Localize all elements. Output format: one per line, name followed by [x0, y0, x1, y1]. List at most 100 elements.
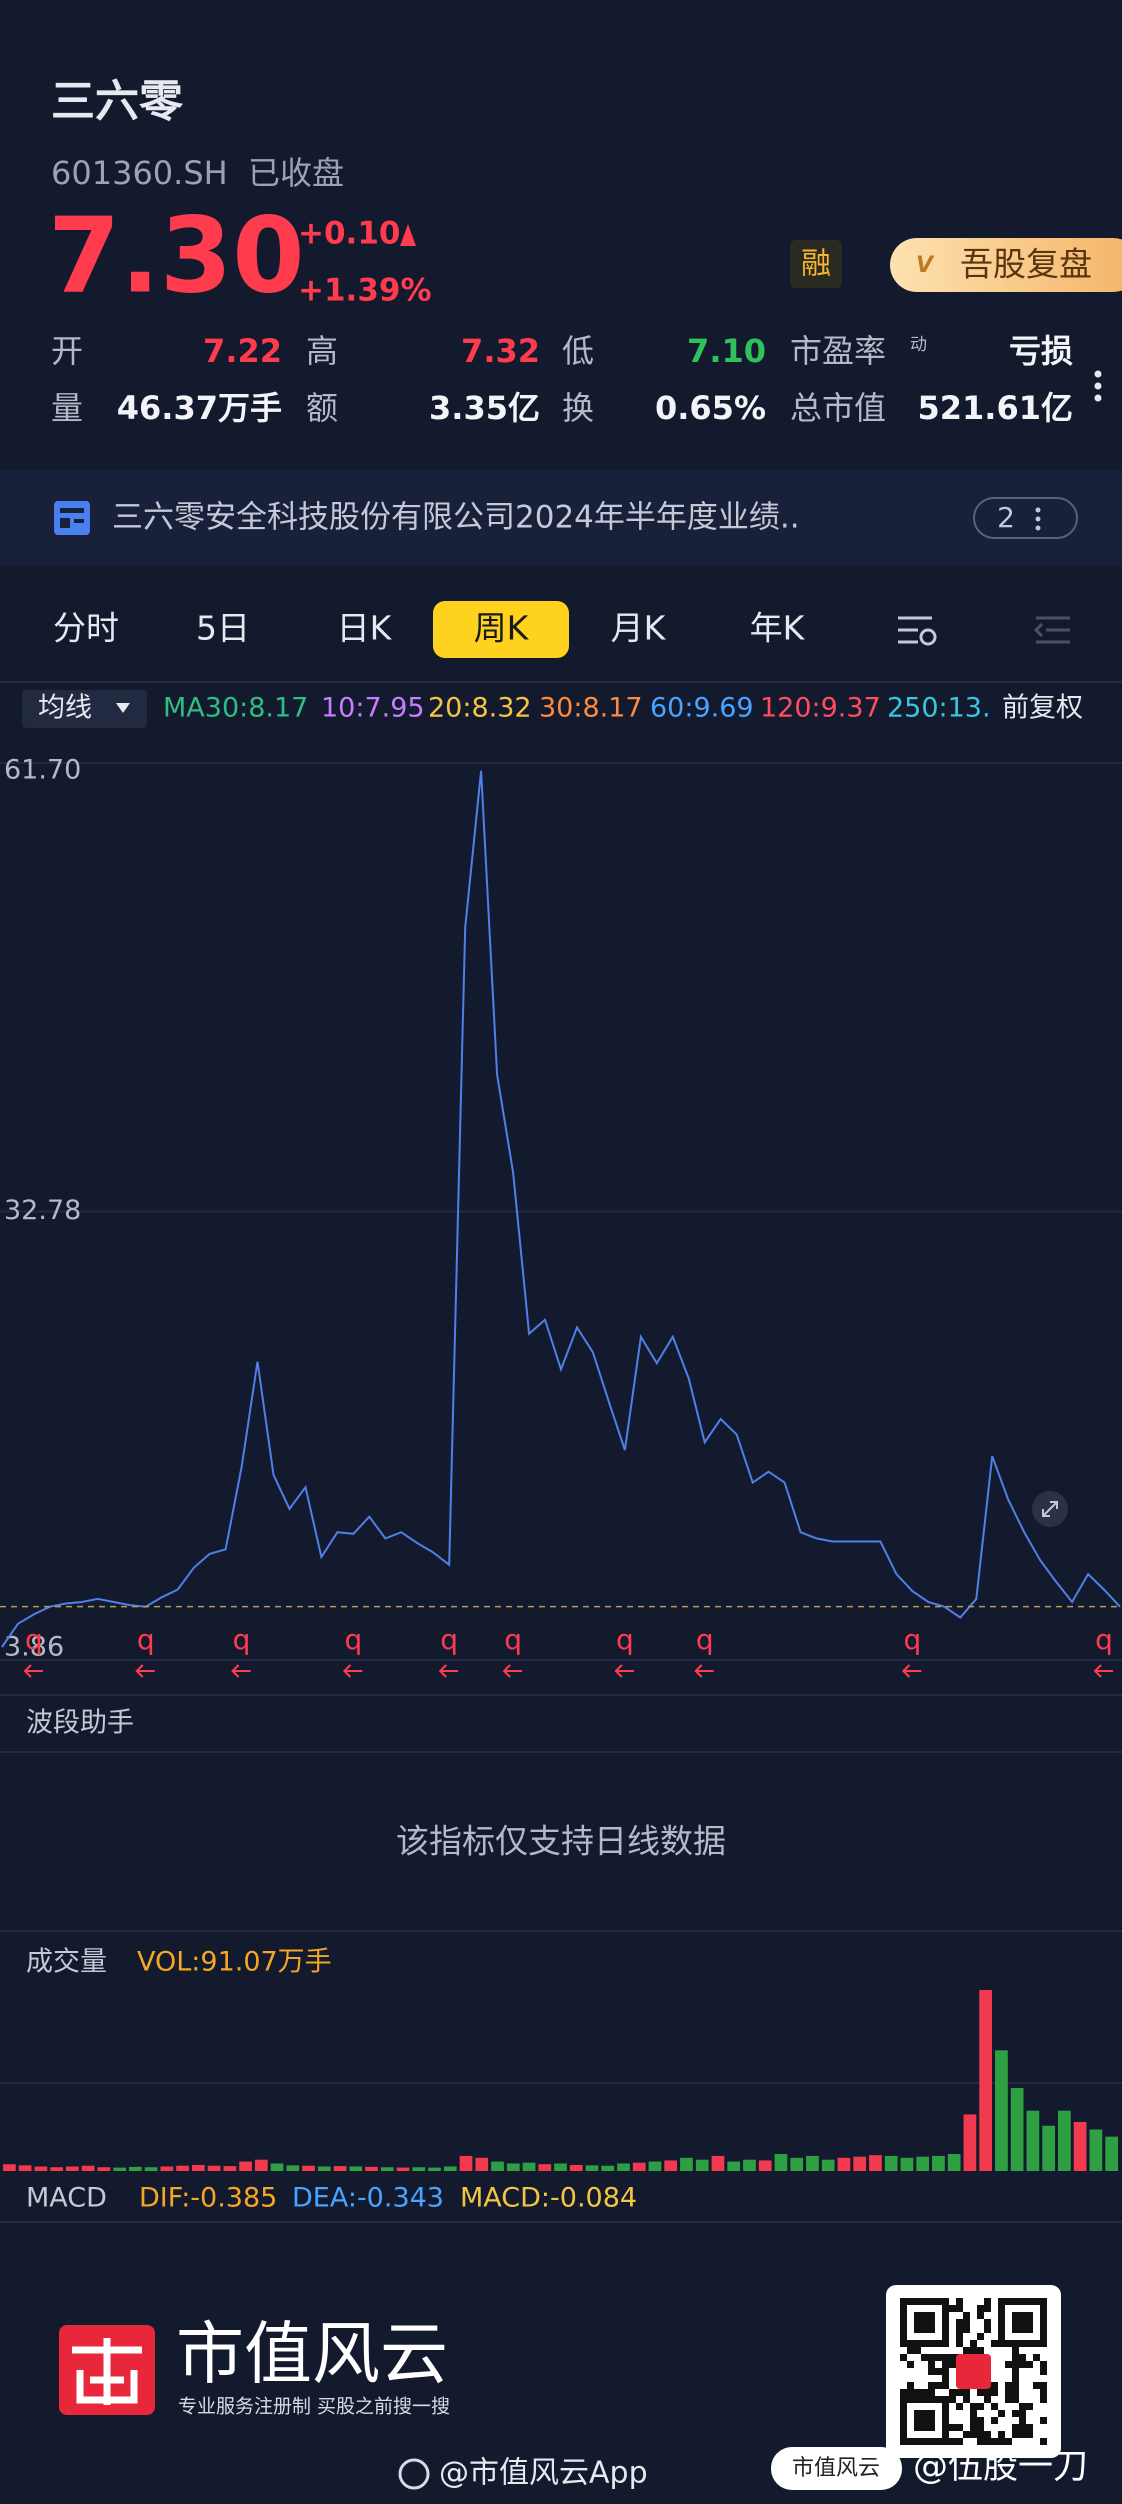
ma-selector[interactable]: [22, 690, 147, 728]
volume-bar: [821, 2159, 835, 2171]
volume-bar: [617, 2163, 630, 2171]
volume-bar: [365, 2166, 378, 2171]
volume-bar: [160, 2166, 174, 2171]
qr-cell: [928, 2354, 935, 2361]
volume-chart: [3, 1990, 1118, 2171]
volume-bar: [223, 2166, 237, 2171]
volume-bar: [270, 2163, 284, 2171]
ma-value: 10:7.95: [321, 693, 425, 724]
signal-arrow: [502, 1664, 523, 1678]
volume-bar: [491, 2161, 504, 2171]
y-tick-label: 3.86: [4, 1632, 64, 1663]
more-dot[interactable]: [1094, 394, 1102, 402]
vip-button-label[interactable]: 吾股复盘: [960, 245, 1092, 284]
qr-cell: [921, 2354, 928, 2361]
qr-cell: [998, 2410, 1005, 2417]
ma-value: 120:9.37: [760, 693, 881, 724]
volume-bar: [34, 2166, 48, 2171]
qr-cell: [991, 2382, 998, 2389]
qr-cell: [914, 2347, 921, 2354]
ma-value: 30:8.17: [539, 693, 643, 724]
notice-bar[interactable]: [0, 470, 1122, 566]
price-adjust[interactable]: 前复权: [1002, 693, 1083, 724]
signal-arrow: [438, 1664, 459, 1678]
volume-bar: [648, 2161, 662, 2171]
volume-bar: [695, 2159, 709, 2171]
stat-label: 高: [306, 332, 338, 370]
signal-label: q: [903, 1623, 921, 1656]
qr-cell: [956, 2340, 963, 2347]
qr-cell: [991, 2417, 998, 2424]
volume-bar: [979, 1990, 993, 2171]
qr-cell: [900, 2389, 907, 2396]
volume-bar: [349, 2166, 363, 2171]
qr-tag-box: [771, 2447, 902, 2490]
vip-button[interactable]: [890, 238, 1122, 292]
qr-cell: [914, 2389, 921, 2396]
notice-icon-line: [60, 518, 70, 528]
notice-text[interactable]: 三六零安全科技股份有限公司2024年半年度业绩..: [112, 500, 800, 536]
notice-count-pill[interactable]: [973, 497, 1078, 539]
tab[interactable]: 年K: [750, 609, 806, 648]
volume-bar: [711, 2155, 725, 2171]
layout-icon[interactable]: [1033, 616, 1070, 644]
more-dot[interactable]: [1094, 382, 1102, 390]
qr-cell: [1019, 2417, 1026, 2424]
qr-cell: [1040, 2389, 1047, 2396]
signal-arrow: [23, 1664, 43, 1678]
last-price: 7.30: [48, 194, 305, 316]
volume-bar: [727, 2161, 741, 2171]
stat-value: 46.37万手: [117, 389, 282, 427]
volume-bar: [995, 2050, 1008, 2171]
active-tab-pill[interactable]: [433, 601, 569, 658]
volume-bar: [1073, 2121, 1087, 2171]
ma-selector-label[interactable]: 均线: [38, 693, 92, 724]
stat-value: 521.61亿: [918, 389, 1074, 427]
qr-cell: [928, 2389, 935, 2396]
volume-bar: [774, 2154, 788, 2171]
volume-label: VOL:91.07万手: [137, 1947, 332, 1978]
dot: [1035, 525, 1041, 531]
volume-bar: [144, 2167, 158, 2171]
tab[interactable]: 周K: [474, 609, 530, 648]
qr-cell: [900, 2354, 907, 2361]
volume-title: 成交量: [26, 1947, 107, 1978]
qr-cell: [963, 2396, 970, 2403]
volume-bar: [869, 2155, 882, 2171]
volume-bar: [65, 2166, 79, 2171]
volume-bar: [18, 2165, 32, 2171]
tab[interactable]: 5日: [196, 609, 250, 648]
more-dot[interactable]: [1094, 370, 1102, 378]
stat-label: 量: [51, 389, 83, 427]
qr-cell: [956, 2298, 963, 2305]
volume-bar: [254, 2159, 268, 2171]
volume-bar: [664, 2160, 678, 2171]
qr-cell: [984, 2319, 991, 2326]
qr-cell: [1005, 2361, 1012, 2368]
price-change: +0.10: [298, 216, 400, 252]
volume-bar: [396, 2167, 410, 2171]
qr-cell: [935, 2354, 942, 2361]
volume-bar: [743, 2159, 756, 2171]
qr-logo: [956, 2354, 991, 2389]
qr-cell: [1012, 2375, 1019, 2382]
volume-bar: [428, 2167, 441, 2171]
tab[interactable]: 日K: [337, 609, 393, 648]
qr-cell: [977, 2403, 984, 2410]
qr-finder: [914, 2312, 935, 2333]
settings-icon[interactable]: [898, 616, 937, 646]
notice-count[interactable]: 2: [997, 501, 1015, 534]
notice-icon-line: [60, 508, 84, 513]
tab[interactable]: 分时: [53, 609, 119, 648]
qr-cell: [942, 2354, 949, 2361]
qr-cell: [970, 2410, 977, 2417]
qr-cell: [949, 2424, 956, 2431]
stat-value: 亏损: [1009, 332, 1073, 370]
qr-cell: [1026, 2403, 1033, 2410]
tab[interactable]: 月K: [611, 609, 667, 648]
qr-cell: [963, 2389, 970, 2396]
qr-cell: [963, 2319, 970, 2326]
